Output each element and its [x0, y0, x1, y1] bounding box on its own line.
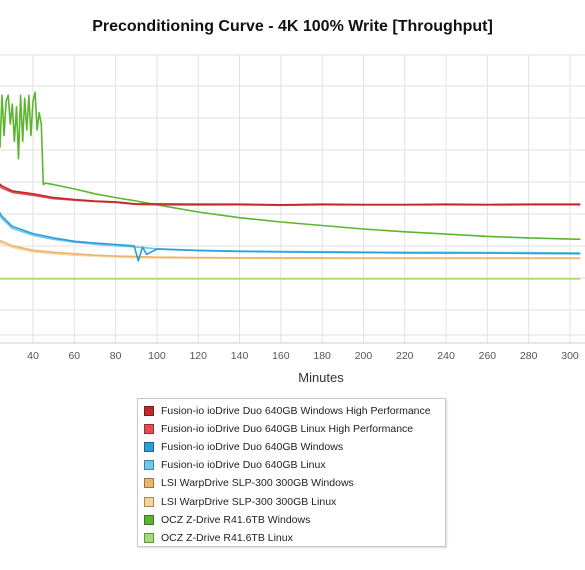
legend-swatch [144, 478, 154, 489]
legend-label: Fusion-io ioDrive Duo 640GB Windows High… [161, 405, 431, 418]
x-axis-label: Minutes [298, 370, 344, 385]
chart-title: Preconditioning Curve - 4K 100% Write [T… [92, 18, 493, 35]
legend-swatch [144, 496, 154, 507]
legend: Fusion-io ioDrive Duo 640GB Windows High… [137, 398, 446, 547]
legend-swatch [144, 460, 154, 471]
legend-swatch [144, 514, 154, 525]
legend-swatch [144, 406, 154, 417]
x-tick-label: 220 [396, 350, 414, 362]
legend-label: LSI WarpDrive SLP-300 300GB Linux [161, 495, 337, 508]
x-tick-label: 280 [520, 350, 538, 362]
legend-label: Fusion-io ioDrive Duo 640GB Windows [161, 441, 344, 454]
x-tick-label: 200 [355, 350, 373, 362]
x-tick-label: 60 [68, 350, 80, 362]
x-tick-layer: 40 60 80 100 120 140 160 180 200 220 240 260 280 300 [27, 350, 579, 362]
legend-item[interactable]: Fusion-io ioDrive Duo 640GB Windows [138, 438, 445, 456]
chart-plot: 40 60 80 100 120 140 160 180 200 220 240 260 280 300 … [0, 54, 585, 385]
series-line-fusion-io-iodrive-duo-640gb-windows [0, 211, 581, 262]
x-tick-label: 140 [231, 350, 249, 362]
legend-swatch [144, 532, 154, 543]
legend-item[interactable]: LSI WarpDrive SLP-300 300GB Linux [138, 492, 445, 510]
legend-item[interactable]: Fusion-io ioDrive Duo 640GB Windows High… [138, 402, 445, 420]
legend-item[interactable]: OCZ Z-Drive R41.6TB Windows [138, 511, 445, 529]
legend-item[interactable]: OCZ Z-Drive R41.6TB Linux [138, 529, 445, 547]
x-tick-label: 100 [148, 350, 166, 362]
x-tick-label: 160 [272, 350, 290, 362]
legend-swatch [144, 424, 154, 435]
series-line-fusion-io-iodrive-duo-640gb-windows-high-performance [0, 183, 581, 206]
x-tick-label: 260 [479, 350, 497, 362]
series-line-ocz-z-drive-r41-6tb-windows [0, 91, 581, 241]
x-tick-label: 80 [110, 350, 122, 362]
legend-label: OCZ Z-Drive R41.6TB Windows [161, 513, 311, 526]
legend-label: OCZ Z-Drive R41.6TB Linux [161, 531, 293, 544]
legend-label: Fusion-io ioDrive Duo 640GB Linux High P… [161, 423, 414, 436]
x-tick-label: 240 [437, 350, 455, 362]
x-tick-label: 40 [27, 350, 39, 362]
legend-item[interactable]: LSI WarpDrive SLP-300 300GB Windows [138, 474, 445, 492]
x-tick-label: 180 [313, 350, 331, 362]
legend-label: LSI WarpDrive SLP-300 300GB Windows [161, 477, 354, 490]
series-layer [0, 91, 581, 280]
x-tick-label: 300 [561, 350, 579, 362]
legend-item[interactable]: Fusion-io ioDrive Duo 640GB Linux [138, 456, 445, 474]
legend-swatch [144, 442, 154, 453]
x-tick-label: 120 [189, 350, 207, 362]
series-line-fusion-io-iodrive-duo-640gb-linux [0, 213, 581, 254]
legend-label: Fusion-io ioDrive Duo 640GB Linux [161, 459, 326, 472]
grid-layer [0, 54, 585, 344]
series-line-lsi-warpdrive-slp-300-300gb-windows [0, 239, 581, 259]
legend-item[interactable]: Fusion-io ioDrive Duo 640GB Linux High P… [138, 420, 445, 438]
